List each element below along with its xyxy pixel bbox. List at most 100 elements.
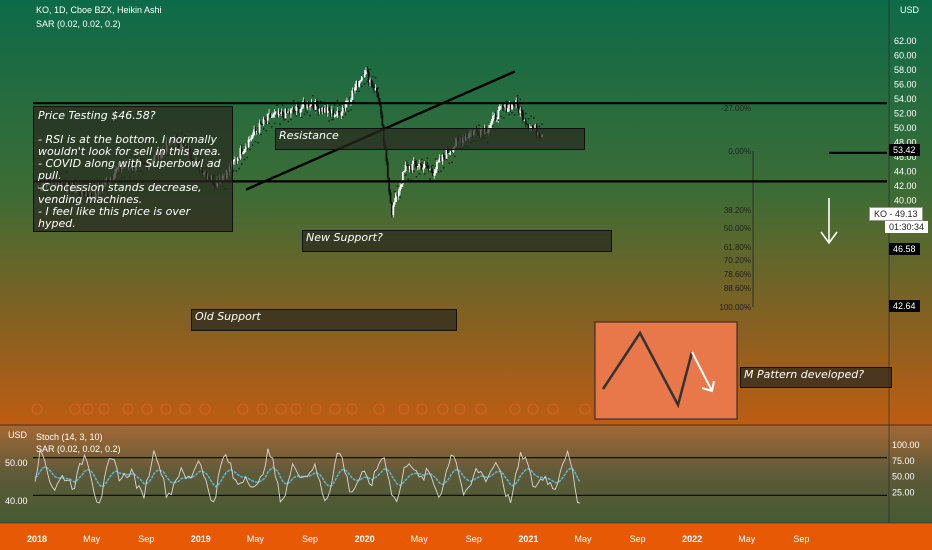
- stoch-header: Stoch (14, 3, 10): [36, 432, 103, 442]
- candle-body: [281, 111, 284, 116]
- fib-level-label: 61.80%: [724, 243, 751, 252]
- candle-body: [332, 109, 335, 117]
- candle-body: [362, 76, 365, 78]
- candle-body: [274, 111, 277, 114]
- candle-body: [370, 79, 373, 85]
- candle-body: [523, 120, 526, 122]
- candle-body: [388, 177, 391, 193]
- note-line: - COVID along with Superbowl ad: [38, 157, 221, 170]
- oscillator-currency-label: USD: [8, 430, 28, 440]
- candle-body: [255, 130, 258, 132]
- sar-dot: [270, 125, 273, 128]
- candle-body: [440, 158, 442, 162]
- event-marker: [416, 403, 428, 415]
- event-marker: [199, 403, 211, 415]
- candle-body: [421, 164, 423, 170]
- time-tick-label: Sep: [302, 534, 318, 544]
- fibonacci-levels: -27.00% 0.00% 38.20% 50.00% 61.80% 70.20% 78.6…: [719, 104, 754, 312]
- candle-body: [397, 191, 400, 197]
- sar-dot: [426, 157, 429, 160]
- candle-body: [517, 106, 520, 113]
- candle-body: [433, 173, 436, 176]
- fib-level-label: -27.00%: [721, 104, 751, 113]
- candle-body: [414, 161, 417, 165]
- sar-dot: [328, 120, 331, 122]
- event-markers: [31, 403, 591, 415]
- sar-dot: [314, 110, 317, 112]
- sar-header: SAR (0.02, 0.02, 0.2): [36, 19, 121, 29]
- sar-dot: [431, 164, 434, 167]
- candle-body: [511, 102, 513, 110]
- sar-dot: [273, 122, 276, 125]
- candle-body: [355, 81, 358, 88]
- candle-body: [347, 101, 350, 102]
- candle-body: [262, 118, 265, 125]
- osc-tick-label-right: 50.00: [892, 472, 915, 482]
- sar-dot: [363, 83, 366, 85]
- sar-dot: [355, 90, 358, 93]
- sar-dot: [341, 116, 344, 119]
- candle-body: [270, 116, 273, 118]
- sar-dot: [391, 204, 393, 206]
- candle-body: [247, 139, 250, 148]
- fib-level-label: 70.20%: [724, 256, 751, 265]
- candle-body: [292, 108, 295, 111]
- price-tick-label: 56.00: [894, 80, 917, 90]
- candle-body: [422, 167, 425, 170]
- candle-body: [408, 165, 411, 170]
- candle-body: [501, 106, 504, 108]
- candle-body: [502, 106, 505, 108]
- candle-body: [395, 193, 397, 202]
- candle-body: [242, 152, 245, 154]
- candle-body: [404, 164, 407, 172]
- time-axis: 2018 May Sep 2019 May Sep 2020 May Sep 2021 May Sep…: [27, 534, 809, 544]
- candle-body: [305, 103, 307, 109]
- candle-body: [236, 157, 239, 161]
- sar-dot: [336, 99, 339, 102]
- sar-dot: [374, 76, 377, 79]
- fib-level-label: 88.60%: [724, 284, 751, 293]
- time-tick-label: Sep: [138, 534, 154, 544]
- candle-body: [500, 106, 502, 108]
- stoch-sar-header: SAR (0.02, 0.02, 0.2): [36, 444, 121, 454]
- event-marker: [160, 403, 172, 415]
- candle-body: [496, 120, 498, 122]
- time-tick-label: 2019: [191, 534, 211, 544]
- sar-dot: [527, 117, 530, 120]
- sar-dot: [350, 109, 352, 111]
- event-marker: [475, 403, 487, 415]
- candle-body: [396, 193, 399, 197]
- candle-body: [239, 148, 242, 159]
- price-tick-label: 62.00: [894, 36, 917, 46]
- resistance-price-tag: 53.42: [889, 144, 920, 156]
- candle-body: [380, 105, 382, 115]
- candle-body: [427, 168, 430, 170]
- candle-body: [294, 110, 296, 112]
- osc-tick-label-left: 40.00: [5, 496, 28, 506]
- candle-body: [419, 163, 422, 165]
- candle-body: [348, 101, 351, 103]
- sar-dot: [243, 158, 246, 161]
- sar-dot: [320, 100, 322, 103]
- event-marker: [141, 403, 153, 415]
- sar-dot: [418, 172, 421, 175]
- event-marker: [179, 403, 191, 415]
- event-marker: [527, 403, 539, 415]
- candle-body: [489, 125, 492, 129]
- sar-dot: [292, 99, 295, 102]
- note-line: - I feel like this price is over hyped.: [38, 205, 191, 230]
- sar-dot: [366, 80, 369, 83]
- sar-dot: [281, 104, 284, 107]
- candle-body: [254, 129, 257, 132]
- price-tick-label: 50.00: [894, 123, 917, 133]
- m-pattern-line: [601, 330, 694, 409]
- note-line: -Concession stands decrease,: [38, 181, 202, 194]
- event-marker: [398, 403, 410, 415]
- candle-body: [251, 134, 254, 139]
- candle-body: [344, 104, 347, 108]
- sar-dot: [500, 115, 502, 118]
- candle-body: [313, 105, 315, 110]
- candle-body: [522, 111, 524, 121]
- candle-body: [333, 115, 336, 117]
- candle-body: [418, 163, 421, 167]
